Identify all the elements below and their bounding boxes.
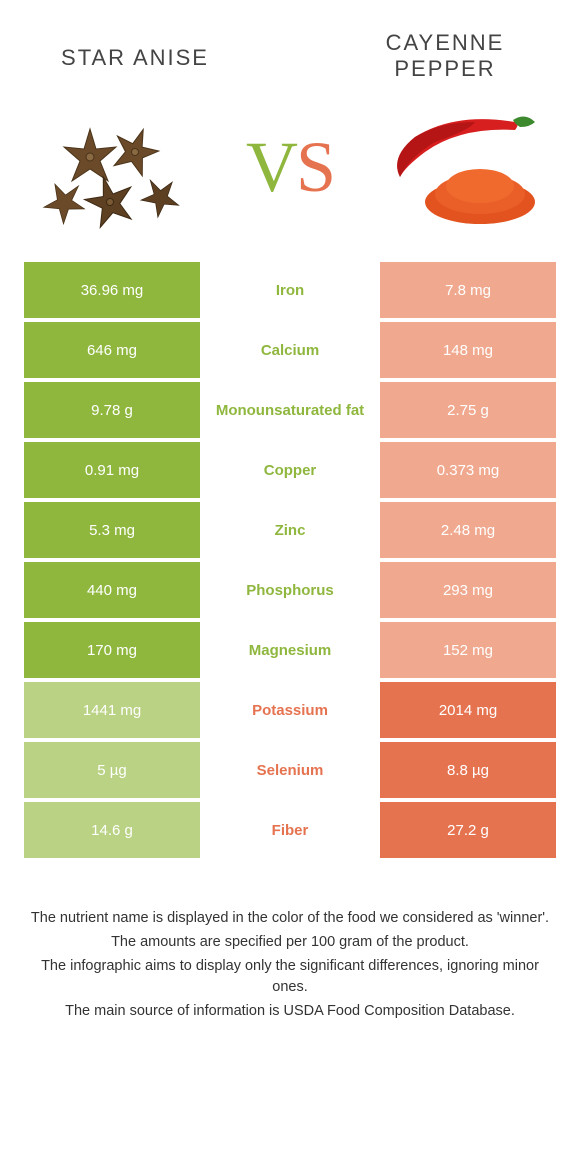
right-value: 148 mg bbox=[380, 322, 556, 378]
nutrient-label: Magnesium bbox=[204, 622, 376, 678]
nutrient-label: Selenium bbox=[204, 742, 376, 798]
nutrient-label: Monounsaturated fat bbox=[204, 382, 376, 438]
left-food-title-wrap: STAR ANISE bbox=[35, 30, 235, 82]
table-row: 14.6 gFiber27.2 g bbox=[24, 802, 556, 858]
vs-s: S bbox=[296, 127, 334, 207]
right-value: 2.48 mg bbox=[380, 502, 556, 558]
footer: The nutrient name is displayed in the co… bbox=[0, 908, 580, 1023]
right-food-title: CAYENNE PEPPER bbox=[345, 30, 545, 82]
left-value: 1441 mg bbox=[24, 682, 200, 738]
nutrient-label: Phosphorus bbox=[204, 562, 376, 618]
left-value: 646 mg bbox=[24, 322, 200, 378]
nutrient-label: Iron bbox=[204, 262, 376, 318]
right-value: 2.75 g bbox=[380, 382, 556, 438]
right-value: 7.8 mg bbox=[380, 262, 556, 318]
table-row: 36.96 mgIron7.8 mg bbox=[24, 262, 556, 318]
left-value: 5.3 mg bbox=[24, 502, 200, 558]
table-row: 5.3 mgZinc2.48 mg bbox=[24, 502, 556, 558]
right-value: 2014 mg bbox=[380, 682, 556, 738]
star-anise-icon bbox=[35, 102, 195, 232]
nutrient-table: 36.96 mgIron7.8 mg646 mgCalcium148 mg9.7… bbox=[24, 262, 556, 858]
vs-v: V bbox=[246, 127, 296, 207]
header: STAR ANISE CAYENNE PEPPER bbox=[0, 0, 580, 92]
right-value: 293 mg bbox=[380, 562, 556, 618]
table-row: 646 mgCalcium148 mg bbox=[24, 322, 556, 378]
footer-line-4: The main source of information is USDA F… bbox=[30, 1001, 550, 1023]
table-row: 9.78 gMonounsaturated fat2.75 g bbox=[24, 382, 556, 438]
left-value: 36.96 mg bbox=[24, 262, 200, 318]
left-value: 14.6 g bbox=[24, 802, 200, 858]
left-food-title: STAR ANISE bbox=[35, 45, 235, 71]
table-row: 440 mgPhosphorus293 mg bbox=[24, 562, 556, 618]
nutrient-label: Potassium bbox=[204, 682, 376, 738]
right-food-title-wrap: CAYENNE PEPPER bbox=[345, 30, 545, 82]
images-row: VS bbox=[0, 92, 580, 262]
footer-line-1: The nutrient name is displayed in the co… bbox=[30, 908, 550, 930]
right-value: 8.8 µg bbox=[380, 742, 556, 798]
footer-line-3: The infographic aims to display only the… bbox=[30, 956, 550, 1000]
table-row: 5 µgSelenium8.8 µg bbox=[24, 742, 556, 798]
left-value: 5 µg bbox=[24, 742, 200, 798]
right-value: 27.2 g bbox=[380, 802, 556, 858]
left-value: 0.91 mg bbox=[24, 442, 200, 498]
left-value: 170 mg bbox=[24, 622, 200, 678]
table-row: 1441 mgPotassium2014 mg bbox=[24, 682, 556, 738]
nutrient-label: Zinc bbox=[204, 502, 376, 558]
vs-label: VS bbox=[246, 126, 334, 209]
nutrient-label: Fiber bbox=[204, 802, 376, 858]
left-value: 440 mg bbox=[24, 562, 200, 618]
nutrient-label: Calcium bbox=[204, 322, 376, 378]
footer-line-2: The amounts are specified per 100 gram o… bbox=[30, 932, 550, 954]
right-value: 0.373 mg bbox=[380, 442, 556, 498]
left-value: 9.78 g bbox=[24, 382, 200, 438]
right-value: 152 mg bbox=[380, 622, 556, 678]
nutrient-label: Copper bbox=[204, 442, 376, 498]
table-row: 170 mgMagnesium152 mg bbox=[24, 622, 556, 678]
table-row: 0.91 mgCopper0.373 mg bbox=[24, 442, 556, 498]
cayenne-pepper-icon bbox=[385, 102, 545, 232]
